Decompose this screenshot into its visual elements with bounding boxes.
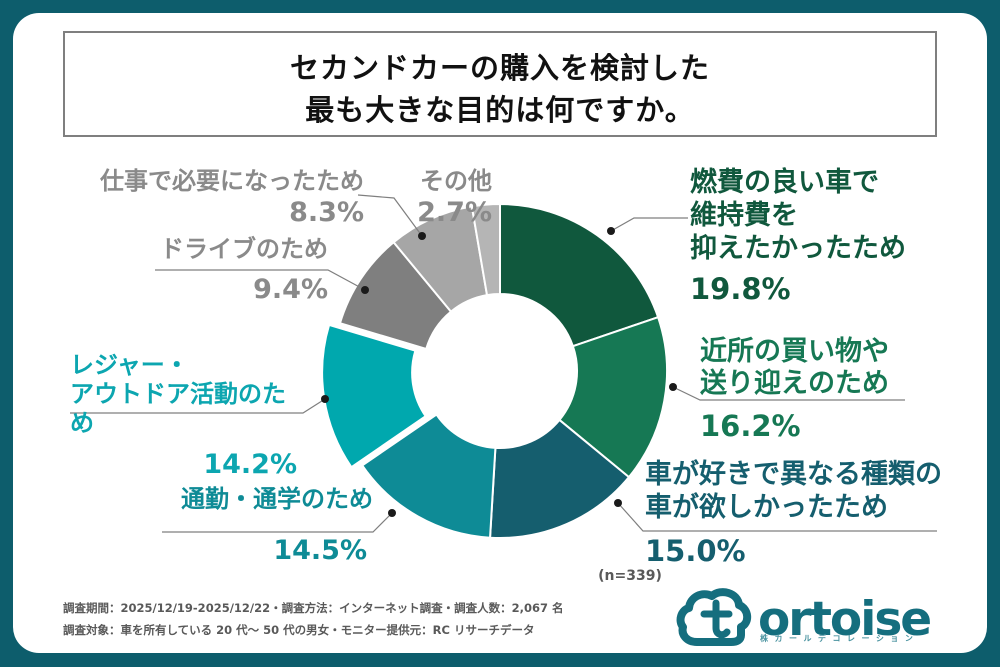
callout-other-pct: 2.7% [417,197,492,228]
survey-note-line2: 調査対象：車を所有している 20 代〜 50 代の男女・モニター提供元：RC リ… [63,623,535,637]
callout-errands: 近所の買い物や 送り迎えのため 16.2% [700,336,889,443]
callout-likecars-pct: 15.0% [645,534,746,568]
callout-drive-pct: 9.4% [253,274,328,305]
brand-subtext: 株カールデコレーション [760,634,920,643]
survey-notes: 調査期間：2025/12/19-2025/12/22・調査方法：インターネット調… [63,597,563,641]
survey-note-line1: 調査期間：2025/12/19-2025/12/22・調査方法：インターネット調… [63,601,564,615]
callout-fuel-line1: 燃費の良い車で [690,167,879,198]
leader-dots [321,227,677,517]
title-line-2: 最も大きな目的は何ですか。 [305,93,695,127]
pie-slice-4 [321,323,427,469]
callout-commute-line1: 通勤・通学のため [181,485,373,513]
leader-dot-drive [361,286,369,294]
callout-other-line1: その他 [420,167,492,195]
leader-line-work [357,194,423,237]
callout-likecars-line2: 車が欲しかったため [645,492,888,523]
sample-size-note: (n=339) [598,568,662,584]
leader-line-drive [155,269,366,291]
callout-errands-line2: 送り迎えのため [700,368,889,399]
callout-commute-pct: 14.5% [273,535,367,566]
callout-fuel: 燃費の良い車で 維持費を 抑えたかったため 19.8% [690,166,906,306]
callout-commute: 通勤・通学のため 14.5% [162,484,373,566]
leader-line-errands [672,386,905,401]
pie-slice-1 [558,316,668,479]
pie-slice-0 [499,203,660,348]
callout-other: その他 2.7% [417,166,492,228]
callout-drive: ドライブのため 9.4% [160,234,328,305]
leader-lines [70,194,937,533]
callout-drive-line1: ドライブのため [160,235,328,263]
callout-errands-pct: 16.2% [700,409,801,443]
pie-slice-7 [470,202,501,297]
leader-line-commute [162,512,393,533]
tortoise-logo-icon [676,588,752,646]
callout-fuel-line3: 抑えたかったため [690,233,906,264]
leader-dot-likecars [614,499,622,507]
callout-work-pct: 8.3% [289,197,364,228]
donut-slices [321,202,668,539]
callout-work: 仕事で必要になったため 8.3% [100,166,364,228]
leader-dot-commute [388,509,396,517]
question-title-box: セカンドカーの購入を検討した 最も大きな目的は何ですか。 [63,31,937,137]
pie-slice-3 [361,413,497,539]
callout-errands-line1: 近所の買い物や [700,336,889,367]
leader-line-fuel [610,217,688,232]
callout-leisure-pct: 14.2% [203,449,297,480]
callout-likecars-line1: 車が好きで異なる種類の [645,459,942,490]
leader-dot-leisure [321,395,329,403]
callout-fuel-pct: 19.8% [690,272,791,306]
callout-leisure-line2: アウトドア活動のため [70,380,286,437]
pie-slice-2 [489,418,630,539]
leader-dot-work [418,232,426,240]
callout-likecars: 車が好きで異なる種類の 車が欲しかったため 15.0% [645,458,942,568]
leader-line-likecars [617,502,937,532]
leader-line-leisure [70,398,326,414]
title-line-1: セカンドカーの購入を検討した [289,51,710,85]
callout-leisure-line1: レジャー・ [70,351,189,379]
callout-fuel-line2: 維持費を [690,200,798,231]
callout-leisure: レジャー・ アウトドア活動のため 14.2% [70,351,303,480]
callout-work-line1: 仕事で必要になったため [100,167,364,195]
leader-dot-fuel [607,227,615,235]
brand-logo: ortoise 株カールデコレーション [674,584,944,650]
brand-wordmark: ortoise [758,592,932,647]
leader-dot-errands [669,383,677,391]
